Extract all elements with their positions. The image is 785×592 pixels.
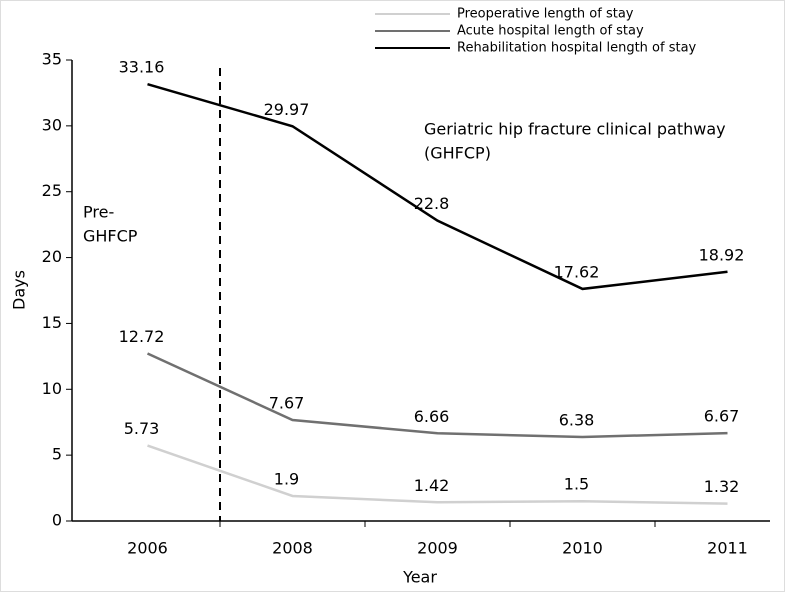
data-label: 6.66: [414, 407, 450, 426]
data-label: 1.9: [274, 469, 299, 488]
data-label: 1.42: [414, 476, 450, 495]
data-label: 7.67: [269, 393, 305, 412]
data-label: 1.32: [704, 477, 740, 496]
line: [146, 352, 728, 439]
data-label: 18.92: [699, 245, 745, 264]
y-tick-label: 30: [42, 115, 62, 134]
legend-label: Rehabilitation hospital length of stay: [457, 41, 697, 56]
data-label: 5.73: [124, 419, 160, 438]
y-tick-label: 5: [52, 445, 62, 464]
y-tick-label: 35: [42, 50, 62, 69]
y-tick-label: 15: [42, 313, 62, 332]
x-tick-label: 2011: [707, 539, 748, 558]
x-tick-label: 2010: [562, 539, 603, 558]
data-label: 33.16: [119, 58, 165, 77]
annotation: GHFCP: [83, 227, 138, 246]
legend-label: Acute hospital length of stay: [457, 24, 644, 39]
y-tick-label: 25: [42, 181, 62, 200]
y-tick-label: 20: [42, 247, 62, 266]
line: [147, 444, 728, 505]
annotation: Geriatric hip fracture clinical pathway: [424, 120, 726, 139]
annotation: (GHFCP): [424, 144, 491, 163]
x-tick-label: 2009: [417, 539, 458, 558]
data-label: 6.67: [704, 407, 740, 426]
y-tick-label: 0: [52, 511, 62, 530]
y-axis-label: Days: [10, 270, 29, 310]
legend-label: Preoperative length of stay: [457, 7, 634, 22]
x-axis-label: Year: [402, 568, 437, 587]
data-label: 1.5: [564, 475, 589, 494]
x-tick-label: 2008: [272, 539, 313, 558]
annotation: Pre-: [83, 203, 114, 222]
data-label: 17.62: [554, 262, 600, 281]
line: [147, 83, 728, 291]
data-label: 12.72: [119, 327, 165, 346]
x-tick-label: 2006: [127, 539, 168, 558]
data-label: 22.8: [414, 194, 450, 213]
data-label: 29.97: [264, 100, 310, 119]
data-label: 6.38: [559, 410, 595, 429]
y-tick-label: 10: [42, 379, 62, 398]
